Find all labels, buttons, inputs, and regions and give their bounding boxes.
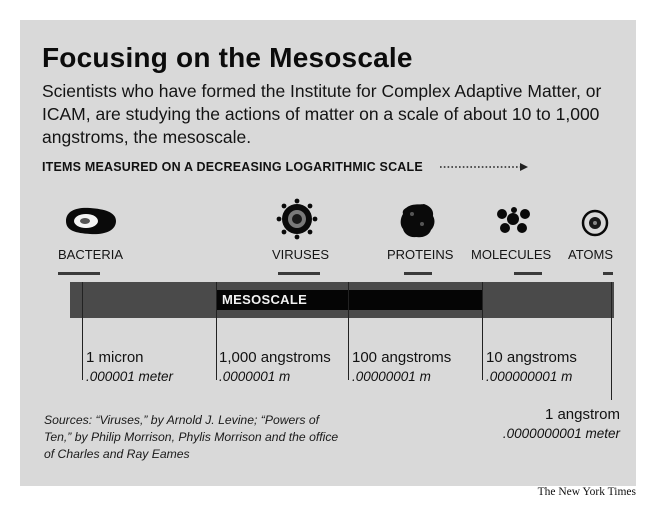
marker-1-angstrom: 1 angstrom .0000000001 meter <box>503 405 620 443</box>
item-label-viruses: VIRUSES <box>272 247 330 262</box>
marker-main: 10 angstroms <box>486 349 577 366</box>
tick-molecules <box>514 272 542 275</box>
marker-1000-angstroms: 1,000 angstroms .0000001 m <box>219 348 331 386</box>
marker-sub: .000001 meter <box>86 369 174 384</box>
marker-micron: 1 micron .000001 meter <box>86 348 173 386</box>
marker-line-1000 <box>216 282 217 380</box>
publisher-credit: The New York Times <box>537 486 636 498</box>
marker-line-10 <box>482 282 483 380</box>
marker-100-angstroms: 100 angstroms .00000001 m <box>352 348 451 386</box>
graphic-panel <box>20 20 636 486</box>
marker-sub: .00000001 m <box>352 369 431 384</box>
bacteria-icon <box>66 207 116 235</box>
item-label-atoms: ATOMS <box>568 247 614 262</box>
marker-line-micron <box>82 282 83 380</box>
mesoscale-band: MESOSCALE <box>216 290 482 310</box>
marker-main: 100 angstroms <box>352 349 452 366</box>
marker-main: 1 micron <box>86 349 144 366</box>
marker-line-1 <box>611 282 612 400</box>
marker-10-angstroms: 10 angstroms .000000001 m <box>486 348 577 386</box>
tick-proteins <box>404 272 432 275</box>
marker-main: 1,000 angstroms <box>219 349 331 366</box>
page-title: Focusing on the Mesoscale <box>42 42 413 73</box>
tick-bacteria <box>58 272 100 275</box>
marker-line-100 <box>348 282 349 380</box>
marker-sub: .0000001 m <box>219 369 291 384</box>
item-label-molecules: MOLECULES <box>471 247 552 262</box>
item-label-proteins: PROTEINS <box>387 247 454 262</box>
marker-sub: .000000001 m <box>486 369 573 384</box>
item-label-bacteria: BACTERIA <box>58 247 124 262</box>
molecule-icon <box>497 207 530 233</box>
marker-sub: .0000000001 meter <box>502 426 620 441</box>
marker-main: 1 angstrom <box>544 406 620 423</box>
sources-note: Sources: “Viruses,” by Arnold J. Levine;… <box>44 413 339 461</box>
scale-label: ITEMS MEASURED ON A DECREASING LOGARITHM… <box>42 160 423 174</box>
atom-icon <box>581 209 609 237</box>
tick-viruses <box>278 272 320 275</box>
tick-atoms <box>603 272 613 275</box>
protein-icon <box>400 204 435 238</box>
intro-text: Scientists who have formed the Institute… <box>42 81 602 147</box>
virus-icon <box>276 198 318 240</box>
dotted-arrow-icon <box>440 163 528 171</box>
